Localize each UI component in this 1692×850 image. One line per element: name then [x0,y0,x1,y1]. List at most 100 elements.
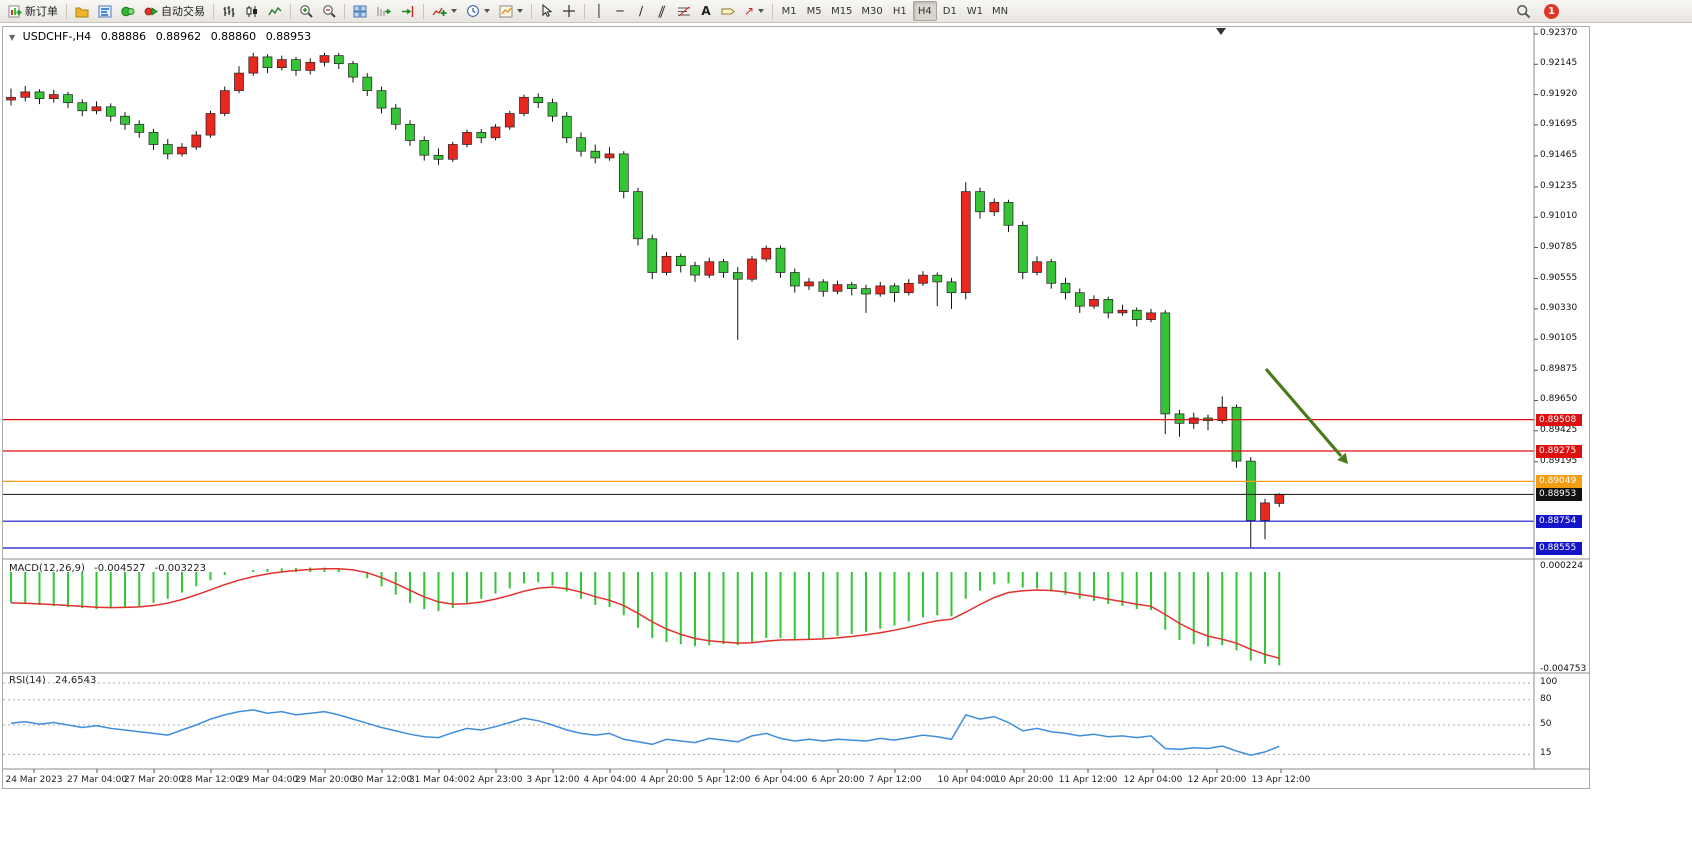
timeframe-button-m5[interactable]: M5 [806,5,822,17]
candlestick-chart-button[interactable] [241,1,263,21]
bull-candle [903,282,914,294]
profiles-button[interactable] [71,1,93,21]
community-button[interactable] [117,1,139,21]
notification-badge[interactable]: 1 [1544,4,1559,19]
line-chart-button[interactable] [264,1,286,21]
chart-shift-marker[interactable] [1216,28,1226,35]
bull-candle [91,106,102,112]
bear-candle [861,288,871,295]
bear-candle [561,115,572,139]
bear-candle [433,154,444,160]
toolbar-separator [584,3,585,19]
bear-candle [1245,460,1256,521]
trend-arrow-annotation[interactable] [1264,367,1343,458]
chart-shift-button[interactable] [396,1,419,21]
text-tool-button[interactable]: A [696,1,716,21]
bear-candle [405,123,415,141]
timeframe-button-h1[interactable]: H1 [892,5,907,17]
zoom-out-button[interactable] [318,1,340,21]
bear-candle [647,238,658,273]
trendline-button[interactable]: / [631,1,651,21]
bull-candle [6,96,16,101]
bear-candle [1160,312,1171,415]
text-label-icon [721,8,735,14]
timeframe-button-m1[interactable]: M1 [781,5,797,17]
cursor-button[interactable] [536,1,557,21]
bull-candle [490,126,501,139]
community-icon [121,6,135,16]
arrows-tool-button[interactable]: ↗ [740,1,768,21]
clock-icon [467,5,479,17]
line-chart-icon [268,6,282,15]
bear-candle [1074,292,1085,307]
bear-candle [975,191,985,213]
timeframe-button-h4[interactable]: H4 [912,1,937,21]
bull-candle [1188,417,1199,424]
timeframe-button-m15[interactable]: M15 [831,5,853,17]
indicators-button[interactable] [428,1,461,21]
bar-chart-icon [223,5,235,17]
timeframe-button-w1[interactable]: W1 [966,5,984,17]
autotrade-button[interactable]: 自动交易 [140,1,209,21]
chart-window: ▼ USDCHF-,H4 0.88886 0.88962 0.88860 0.8… [2,26,1590,789]
zoom-in-button[interactable] [295,1,317,21]
timeframe-button-d1[interactable]: D1 [942,5,957,17]
bear-candle [162,144,173,155]
bull-candle [1032,261,1042,273]
bear-candle [419,140,430,156]
crosshair-button[interactable] [558,1,580,21]
chart-shift-icon [402,5,414,17]
toolbar-separator [423,3,424,19]
fibonacci-icon [678,6,690,16]
bear-candle [818,281,829,292]
bear-candle [633,191,643,240]
chart-canvas[interactable] [3,27,1589,788]
bull-candle [234,72,244,91]
text-label-button[interactable] [717,1,739,21]
bar-chart-button[interactable] [218,1,240,21]
bull-candle [504,113,515,128]
bear-candle [34,91,45,99]
fibonacci-button[interactable] [673,1,695,21]
periods-button[interactable] [462,1,494,21]
bull-candle [20,91,31,98]
timeframe-button-m30[interactable]: M30 [861,5,883,17]
bear-candle [1060,282,1071,294]
cursor-icon [542,4,553,18]
search-button[interactable] [1512,2,1535,22]
bear-candle [789,272,800,287]
tile-windows-icon [353,5,367,17]
new-order-button[interactable]: 新订单 [4,1,62,21]
bear-candle [77,102,88,112]
bull-candle [747,258,757,280]
bull-candle [205,113,216,136]
zoom-in-icon [300,5,313,18]
dropdown-caret-icon [517,9,523,13]
bull-candle [219,90,230,114]
timeframe-button-mn[interactable]: MN [992,5,1009,17]
bear-candle [362,76,373,91]
bear-candle [1046,261,1057,284]
bear-candle [932,274,943,283]
vertical-line-icon: │ [595,4,603,18]
one-click-trading-toggle[interactable]: ▼ [9,33,16,42]
templates-button[interactable] [495,1,527,21]
toolbar-separator [66,3,67,19]
main-toolbar: 新订单 自动交易 [0,0,1692,23]
bull-candle [1117,309,1128,314]
bear-candle [333,55,344,65]
bull-candle [1274,494,1285,504]
auto-scroll-button[interactable] [372,1,395,21]
market-watch-button[interactable] [94,1,116,21]
bear-candle [105,106,116,117]
horizontal-line-icon: ─ [616,4,624,18]
horizontal-line-button[interactable]: ─ [610,1,630,21]
bull-candle [604,153,615,159]
toolbar-separator [344,3,345,19]
trendline-icon: / [638,4,644,18]
bear-candle [690,265,700,276]
equidistant-channel-button[interactable]: ∥ [652,1,672,21]
vertical-line-button[interactable]: │ [589,1,609,21]
bull-candle [918,274,928,284]
tile-windows-button[interactable] [349,1,371,21]
